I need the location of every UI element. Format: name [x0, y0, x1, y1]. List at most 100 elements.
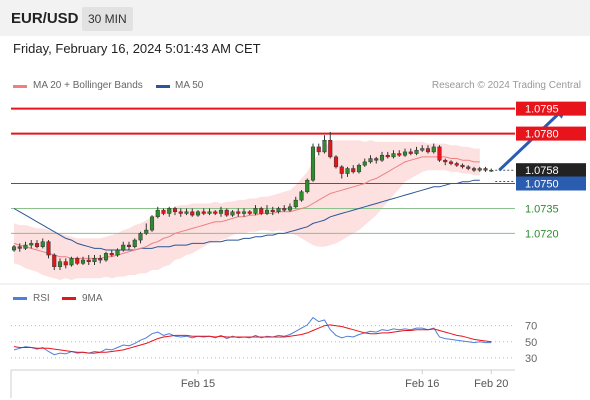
forecast-arrow-shaft	[498, 113, 559, 172]
candle-body	[247, 211, 252, 214]
ma50-line	[13, 179, 480, 251]
candle-body	[471, 168, 477, 171]
candle-body	[144, 229, 149, 234]
candle-body	[98, 258, 103, 261]
candle-body	[29, 243, 34, 246]
candle-body	[195, 211, 201, 216]
candle-body	[241, 211, 247, 214]
candle-body	[305, 179, 310, 193]
candle-body	[115, 249, 120, 256]
candle-body	[322, 139, 327, 153]
candle-body	[385, 154, 390, 158]
pivot-label: 1.0750	[525, 179, 559, 191]
candle-body	[483, 168, 488, 171]
candle-body	[425, 148, 431, 153]
candle-body	[34, 243, 40, 247]
rsi-line	[13, 316, 492, 356]
ma20-legend-label: MA 20 + Bollinger Bands	[33, 80, 143, 91]
copyright-text: Research © 2024 Trading Central	[431, 80, 581, 91]
candle-body	[23, 244, 28, 249]
candle-body	[333, 156, 339, 168]
candle-body	[253, 208, 258, 214]
timestamp: Friday, February 16, 2024 5:01:43 AM CET	[13, 41, 261, 56]
candle-body	[477, 168, 482, 171]
candle-body	[351, 168, 356, 173]
candle-body	[149, 216, 155, 231]
candle-body	[489, 169, 494, 172]
ma9-legend-label: 9MA	[82, 293, 103, 304]
candle-body	[402, 151, 408, 156]
candle-body	[368, 158, 373, 163]
candle-body	[40, 241, 45, 247]
candle-body	[138, 233, 143, 241]
candle-body	[276, 208, 281, 213]
candle-body	[109, 253, 114, 256]
candle-body	[259, 208, 264, 214]
ma9-legend-swatch	[62, 297, 76, 300]
candle-body	[213, 211, 218, 214]
rsi-legend-swatch	[13, 297, 27, 300]
candle-body	[218, 209, 224, 214]
candle-body	[391, 153, 396, 158]
rsi-tick-label: 30	[525, 353, 537, 365]
candle-body	[287, 206, 293, 211]
candle-body	[236, 211, 241, 214]
resistance-tag	[516, 126, 586, 141]
candle-body	[52, 254, 57, 267]
candle-body	[460, 164, 465, 168]
candle-body	[299, 191, 304, 201]
candle-body	[408, 151, 413, 154]
candle-body	[466, 166, 471, 169]
candle-body	[339, 166, 344, 174]
last-price-tag	[516, 163, 586, 178]
candle-body	[374, 158, 379, 161]
support-label: 1.0720	[525, 228, 559, 240]
candle-body	[443, 159, 448, 163]
candle-body	[178, 211, 183, 214]
candle-body	[167, 208, 172, 214]
candle-body	[103, 253, 109, 261]
candle-body	[172, 208, 178, 213]
candle-body	[17, 246, 22, 249]
rsi-legend-label: RSI	[33, 293, 50, 304]
rsi-tick-label: 50	[525, 337, 537, 349]
candle-body	[454, 163, 459, 166]
resistance-label: 1.0780	[525, 129, 559, 141]
time-axis-label: Feb 20	[474, 378, 508, 390]
rsi-ma9-line	[13, 324, 492, 354]
candle-body	[420, 148, 425, 151]
ma20-line	[13, 156, 480, 259]
candle-body	[362, 161, 367, 166]
candle-body	[201, 211, 206, 214]
timeframe-badge[interactable]: 30 MIN	[82, 7, 133, 31]
candle-body	[224, 209, 229, 216]
candle-body	[63, 261, 68, 266]
candle-body	[356, 164, 362, 173]
pivot-tag	[516, 176, 586, 191]
candle-body	[379, 154, 385, 161]
candle-body	[431, 146, 436, 153]
time-axis-label: Feb 15	[181, 378, 215, 390]
candle-body	[11, 246, 17, 251]
candle-body	[282, 208, 287, 211]
candle-body	[270, 209, 275, 213]
candle-body	[161, 209, 166, 214]
candle-body	[345, 168, 350, 174]
candle-body	[207, 211, 212, 214]
candle-body	[230, 211, 235, 216]
header-bar: EUR/USD 30 MIN	[0, 0, 590, 36]
symbol-title: EUR/USD	[11, 10, 79, 27]
candle-body	[397, 153, 402, 156]
candle-body	[57, 261, 63, 267]
support-label: 1.0735	[525, 203, 559, 215]
candle-body	[316, 146, 321, 153]
resistance-label: 1.0795	[525, 104, 559, 116]
candle-body	[190, 211, 195, 216]
candle-body	[310, 146, 316, 181]
candle-body	[264, 209, 270, 214]
time-axis-label: Feb 16	[405, 378, 439, 390]
candle-body	[92, 258, 97, 262]
candle-body	[437, 146, 442, 161]
candle-body	[69, 258, 74, 266]
